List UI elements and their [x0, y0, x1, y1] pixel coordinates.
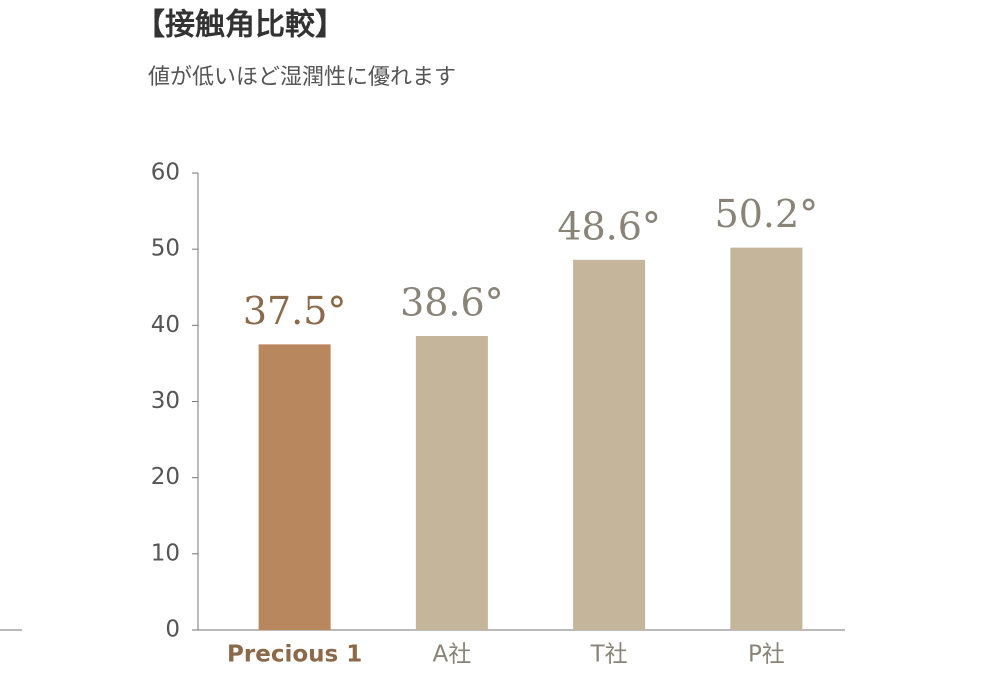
value-label: 50.2° — [715, 192, 819, 236]
y-tick-label: 60 — [151, 160, 180, 186]
y-tick-label: 50 — [151, 236, 180, 262]
x-tick-label: Precious 1 — [227, 642, 362, 668]
y-tick-label: 10 — [151, 540, 180, 566]
bar — [730, 247, 803, 631]
chart-subtitle: 値が低いほど湿潤性に優れます — [148, 65, 456, 90]
value-label: 37.5° — [243, 289, 347, 333]
value-label: 48.6° — [557, 204, 661, 248]
bar — [415, 335, 488, 630]
x-tick-label: A社 — [433, 642, 472, 668]
chart-title: 【接触角比較】 — [135, 8, 345, 43]
y-tick-label: 0 — [165, 617, 180, 643]
y-tick-label: 20 — [151, 464, 180, 490]
bar — [573, 259, 646, 630]
x-tick-label: T社 — [590, 642, 628, 668]
x-tick-label: P社 — [748, 642, 785, 668]
bar — [258, 344, 331, 630]
y-tick-label: 40 — [151, 312, 180, 338]
y-tick-label: 30 — [151, 388, 180, 414]
value-label: 38.6° — [400, 280, 504, 324]
